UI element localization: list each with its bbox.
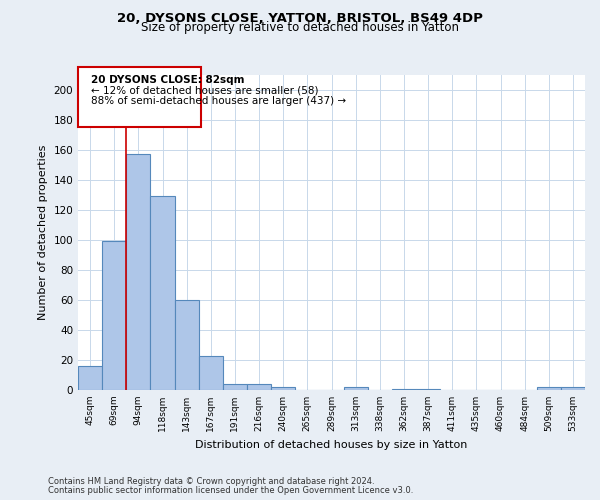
Text: ← 12% of detached houses are smaller (58): ← 12% of detached houses are smaller (58… xyxy=(91,86,318,96)
Y-axis label: Number of detached properties: Number of detached properties xyxy=(38,145,48,320)
Text: 20, DYSONS CLOSE, YATTON, BRISTOL, BS49 4DP: 20, DYSONS CLOSE, YATTON, BRISTOL, BS49 … xyxy=(117,12,483,26)
Bar xyxy=(561,387,585,390)
Bar xyxy=(78,68,201,128)
Text: Contains HM Land Registry data © Crown copyright and database right 2024.: Contains HM Land Registry data © Crown c… xyxy=(48,477,374,486)
X-axis label: Distribution of detached houses by size in Yatton: Distribution of detached houses by size … xyxy=(196,440,467,450)
Bar xyxy=(537,387,561,390)
Text: Contains public sector information licensed under the Open Government Licence v3: Contains public sector information licen… xyxy=(48,486,413,495)
Bar xyxy=(126,154,151,390)
Bar xyxy=(151,196,175,390)
Text: 88% of semi-detached houses are larger (437) →: 88% of semi-detached houses are larger (… xyxy=(91,96,346,106)
Bar xyxy=(271,387,295,390)
Bar xyxy=(102,242,126,390)
Text: Size of property relative to detached houses in Yatton: Size of property relative to detached ho… xyxy=(141,22,459,35)
Bar xyxy=(247,384,271,390)
Bar xyxy=(223,384,247,390)
Bar xyxy=(416,388,440,390)
Bar xyxy=(392,388,416,390)
Bar xyxy=(78,366,102,390)
Text: 20 DYSONS CLOSE: 82sqm: 20 DYSONS CLOSE: 82sqm xyxy=(91,75,244,85)
Bar xyxy=(175,300,199,390)
Bar xyxy=(344,387,368,390)
Bar xyxy=(199,356,223,390)
